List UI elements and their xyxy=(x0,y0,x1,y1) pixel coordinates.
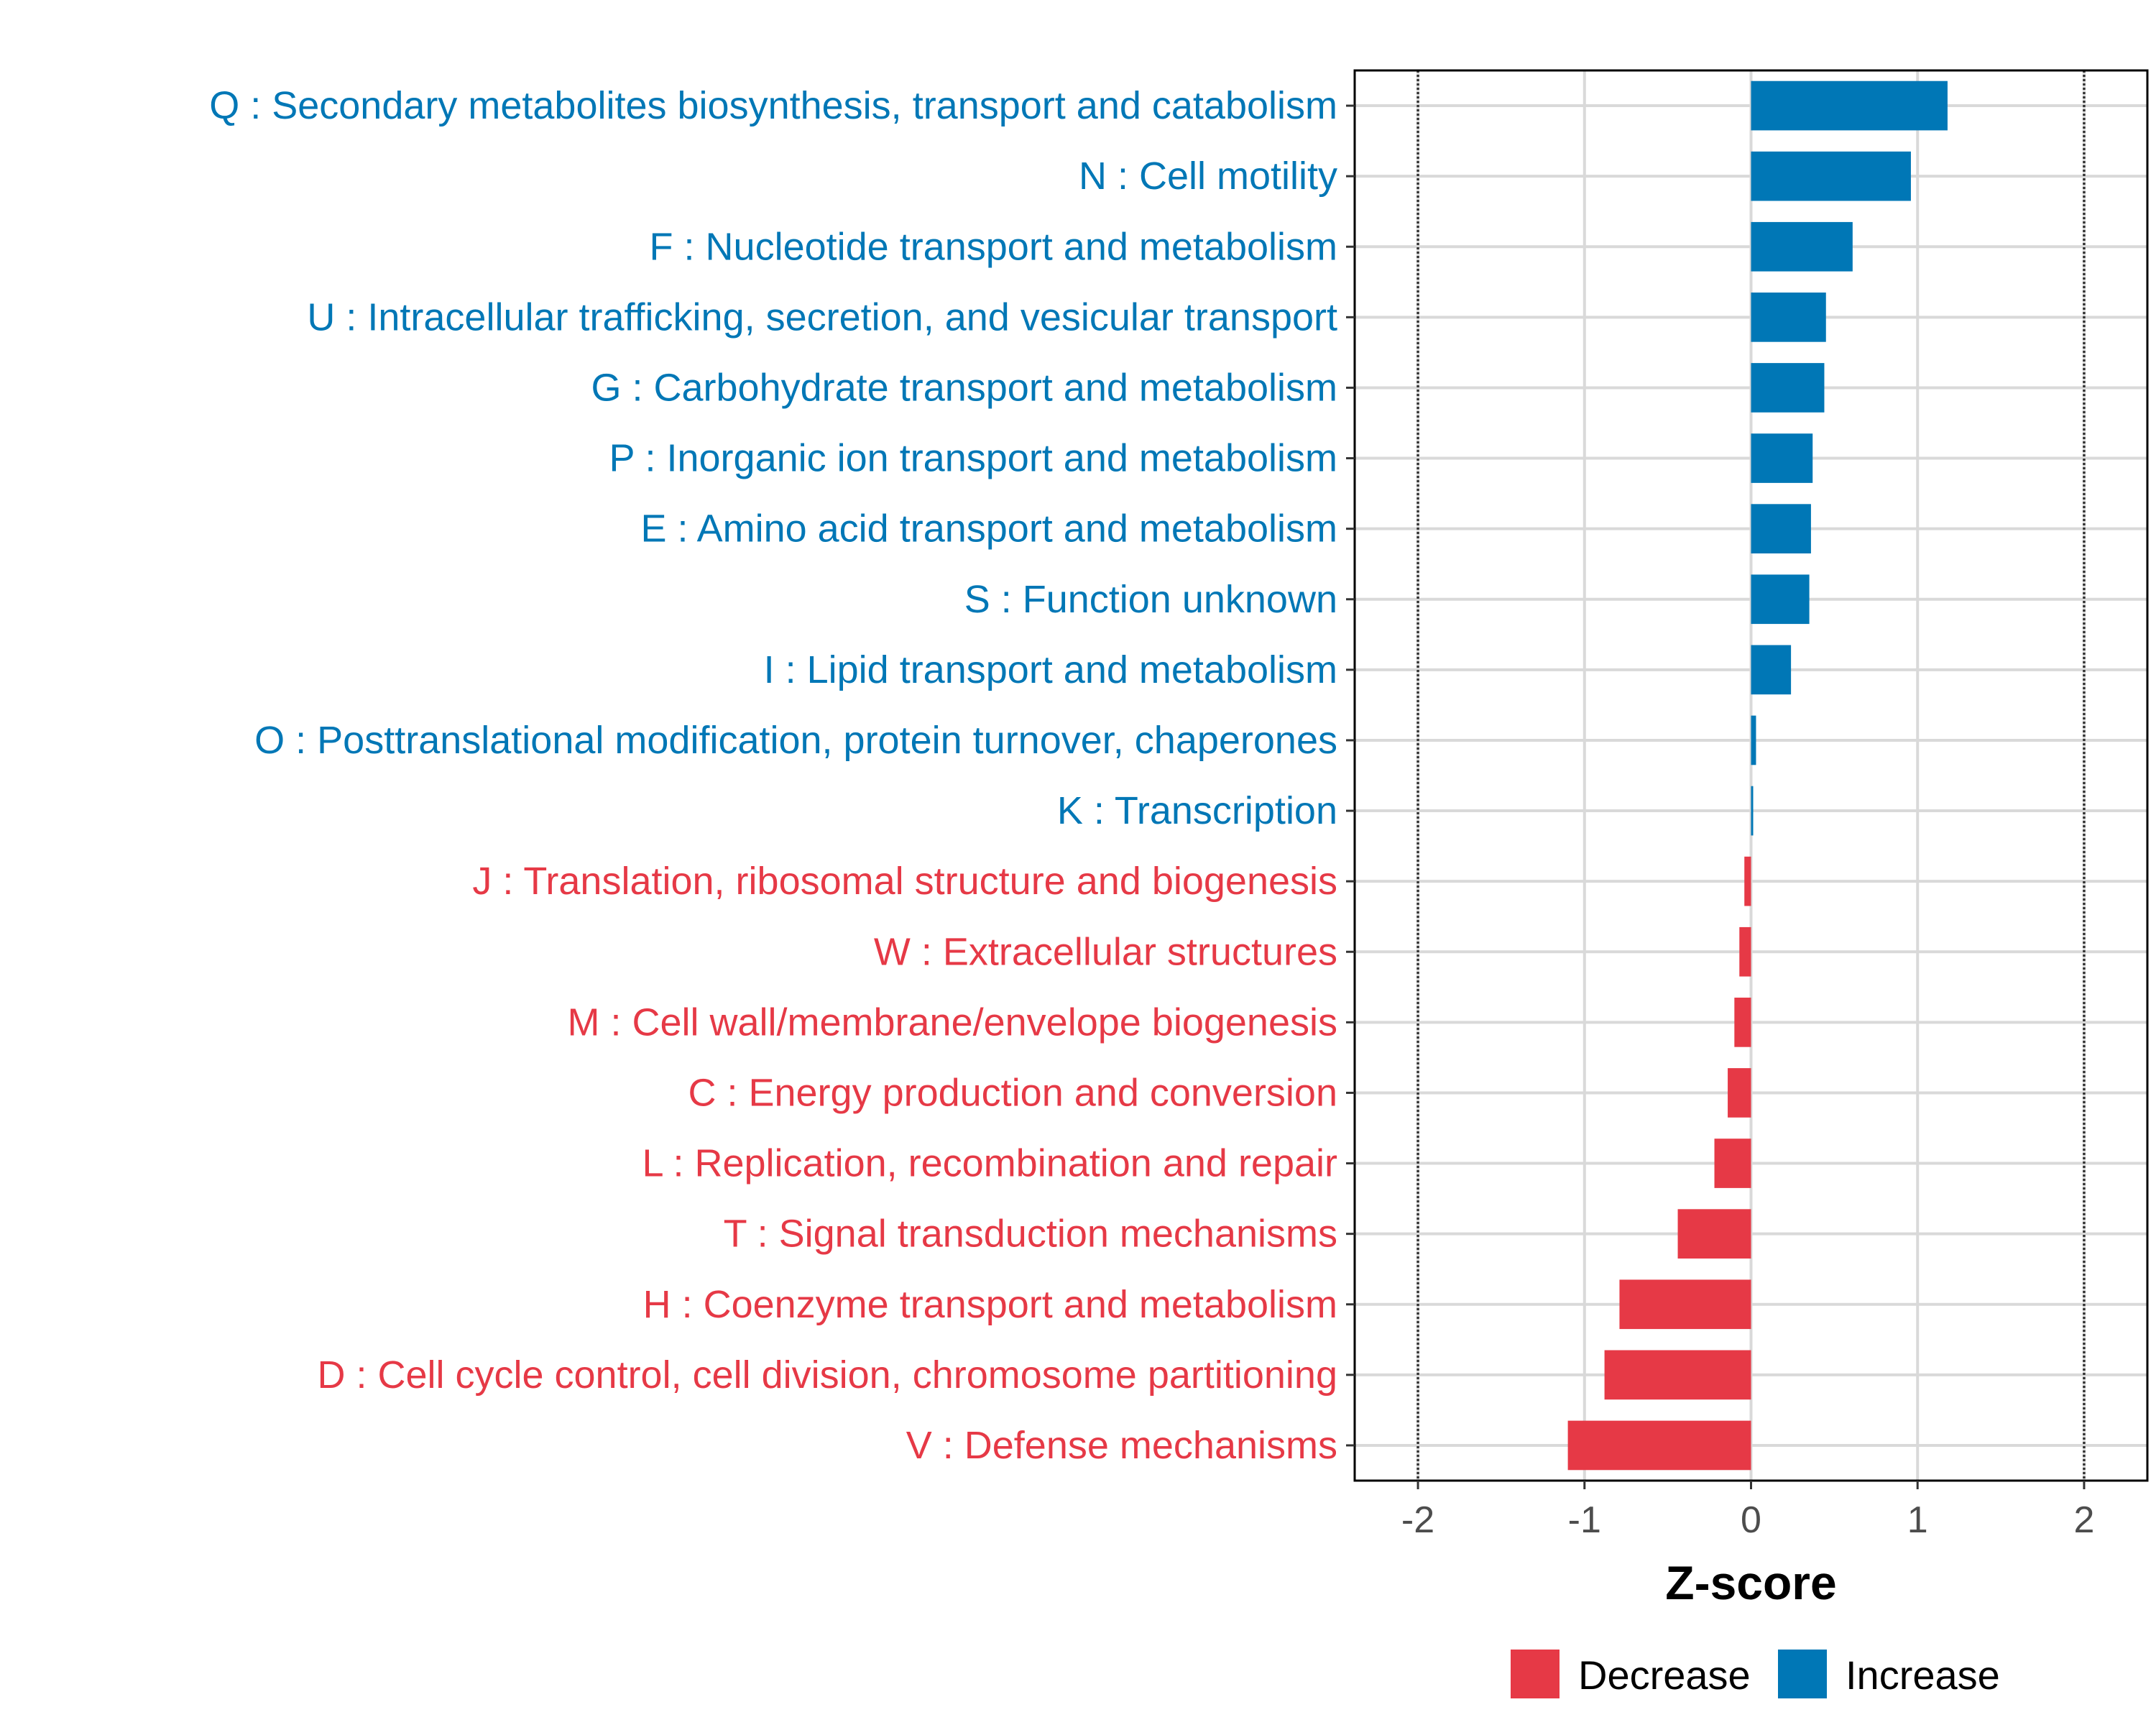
x-tick-label: 0 xyxy=(1741,1499,1761,1541)
y-tick-label: D : Cell cycle control, cell division, c… xyxy=(317,1353,1337,1397)
legend: Decrease Increase xyxy=(1511,1650,2000,1698)
bar xyxy=(1739,926,1751,977)
y-tick-label: C : Energy production and conversion xyxy=(688,1071,1337,1114)
y-tick-label: F : Nucleotide transport and metabolism xyxy=(650,225,1337,268)
y-tick-label: P : Inorganic ion transport and metaboli… xyxy=(609,437,1337,480)
y-tick-label: T : Signal transduction mechanisms xyxy=(724,1213,1337,1256)
legend-swatch-decrease xyxy=(1511,1650,1560,1698)
bar xyxy=(1677,1209,1751,1259)
y-tick-label: Q : Secondary metabolites biosynthesis, … xyxy=(209,84,1337,127)
y-tick-label: K : Transcription xyxy=(1057,789,1337,832)
bar xyxy=(1744,856,1751,906)
bars xyxy=(1567,80,1948,1471)
y-tick-label: U : Intracellular trafficking, secretion… xyxy=(307,295,1337,339)
grid xyxy=(1355,70,2147,1481)
x-tick-label: -1 xyxy=(1568,1499,1601,1541)
legend-swatch-increase xyxy=(1778,1650,1827,1698)
y-tick-label: O : Posttranslational modification, prot… xyxy=(254,719,1337,762)
bar xyxy=(1751,574,1810,625)
bar xyxy=(1751,504,1811,553)
legend-label-increase: Increase xyxy=(1846,1652,2000,1698)
y-tick-label: M : Cell wall/membrane/envelope biogenes… xyxy=(567,1000,1337,1044)
bar xyxy=(1751,80,1948,131)
y-tick-label: L : Replication, recombination and repai… xyxy=(642,1142,1337,1185)
y-tick-label: W : Extracellular structures xyxy=(874,930,1337,973)
y-tick-label: E : Amino acid transport and metabolism xyxy=(641,507,1337,551)
bar xyxy=(1751,363,1825,413)
legend-label-decrease: Decrease xyxy=(1578,1652,1751,1698)
bar xyxy=(1751,293,1826,342)
y-tick-label: I : Lipid transport and metabolism xyxy=(764,648,1337,691)
bar xyxy=(1567,1420,1751,1471)
y-tick-label: S : Function unknown xyxy=(964,578,1337,621)
bar xyxy=(1619,1279,1751,1330)
x-axis: -2 -1 0 1 2 xyxy=(1401,1481,2094,1541)
bar xyxy=(1751,433,1813,483)
x-tick-label: 2 xyxy=(2073,1499,2094,1541)
bar xyxy=(1734,998,1751,1047)
y-tick-label: G : Carbohydrate transport and metabolis… xyxy=(591,366,1338,409)
bar xyxy=(1751,151,1911,201)
bar xyxy=(1751,221,1853,272)
x-axis-title: Z-score xyxy=(1665,1556,1836,1609)
bar xyxy=(1751,786,1754,836)
bar xyxy=(1751,645,1792,695)
y-tick-label: J : Translation, ribosomal structure and… xyxy=(472,860,1337,903)
x-tick-label: 1 xyxy=(1907,1499,1928,1541)
y-tick-label: N : Cell motility xyxy=(1079,155,1337,198)
bar xyxy=(1714,1138,1751,1188)
y-tick-label: V : Defense mechanisms xyxy=(906,1424,1337,1467)
bar xyxy=(1728,1068,1751,1118)
bar xyxy=(1604,1350,1751,1400)
y-axis: Q : Secondary metabolites biosynthesis, … xyxy=(209,84,1355,1467)
x-tick-label: -2 xyxy=(1401,1499,1434,1541)
bar xyxy=(1751,715,1756,765)
y-tick-label: H : Coenzyme transport and metabolism xyxy=(643,1283,1337,1326)
